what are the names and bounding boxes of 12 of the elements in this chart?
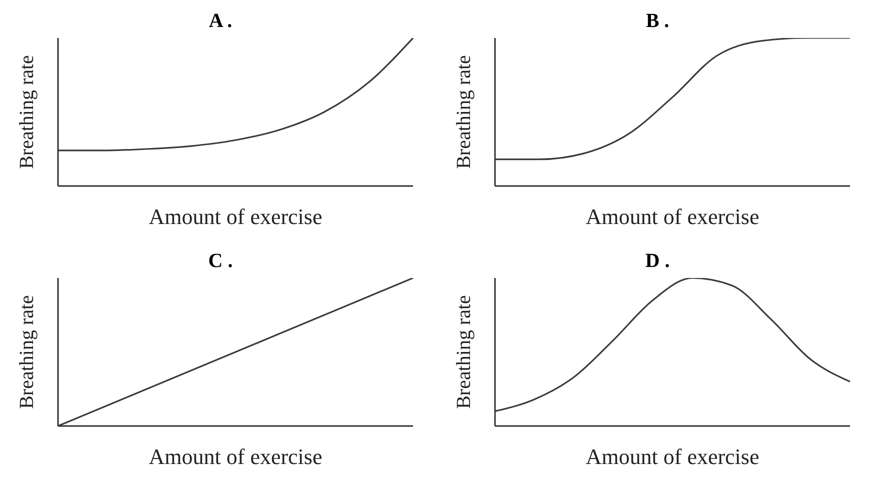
y-axis-title: Breathing rate (16, 54, 38, 169)
chart-title: B . (644, 10, 670, 33)
chart-title: C . (207, 250, 234, 273)
y-axis-title: Breathing rate (453, 294, 476, 409)
chart-title: D . (644, 250, 671, 273)
chart-title: A . (208, 10, 234, 33)
x-axis-title: Amount of exercise (586, 444, 760, 469)
y-axis-title: Breathing rate (16, 294, 38, 409)
x-axis-title: Amount of exercise (148, 444, 322, 469)
y-axis-title: Breathing rate (453, 54, 476, 169)
x-axis-title: Amount of exercise (148, 204, 322, 229)
x-axis-title: Amount of exercise (586, 204, 760, 229)
